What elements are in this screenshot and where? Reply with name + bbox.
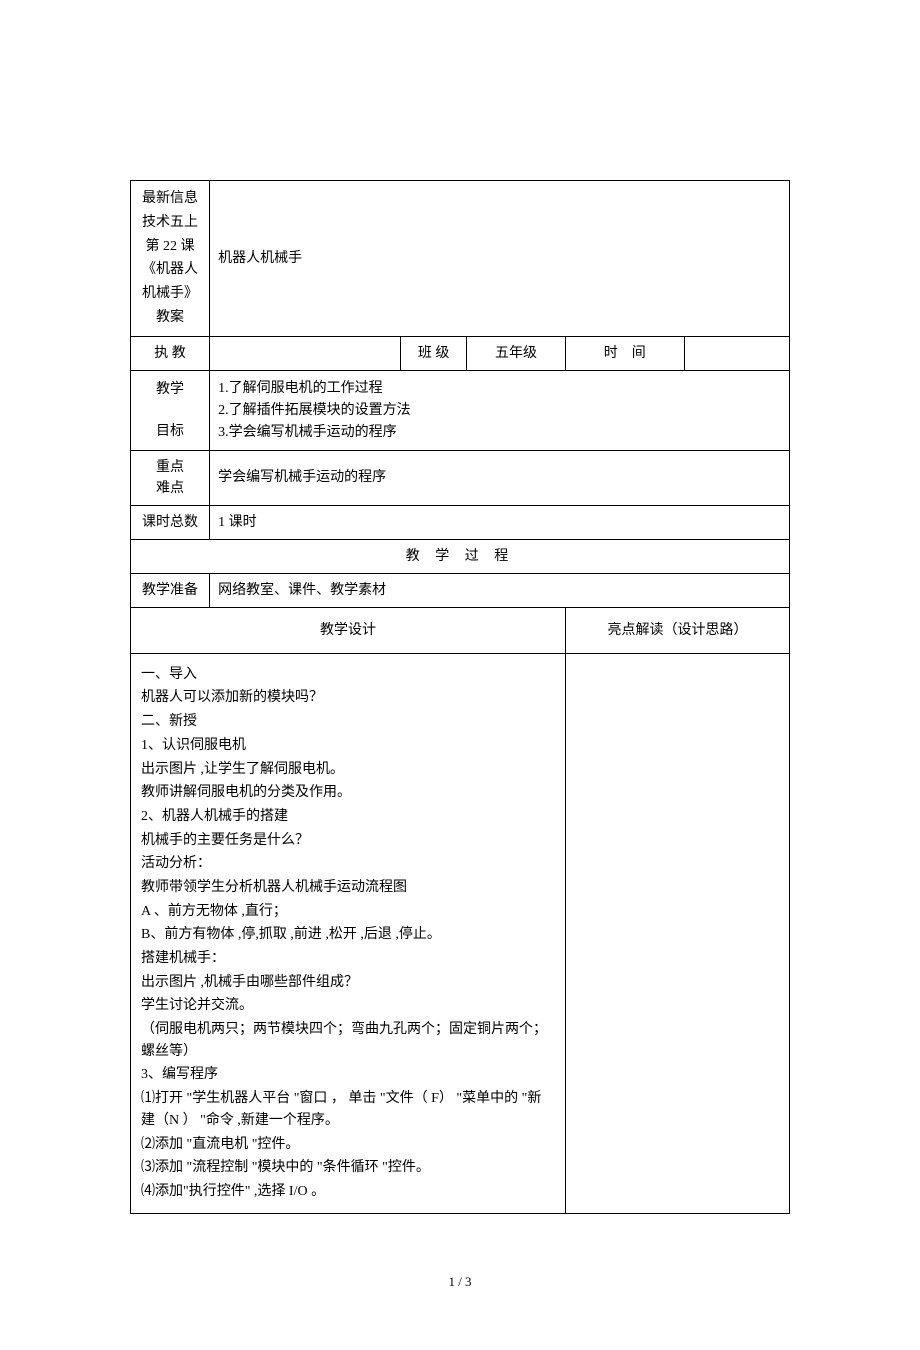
content-line: B、前方有物体 ,停,抓取 ,前进 ,松开 ,后退 ,停止。 — [141, 924, 555, 946]
prep-value: 网络教室、课件、教学素材 — [210, 573, 790, 607]
time-label: 时 间 — [565, 336, 684, 370]
key-row: 重点难点 学会编写机械手运动的程序 — [131, 450, 790, 505]
info-row: 执 教 班 级 五年级 时 间 — [131, 336, 790, 370]
content-line: 学生讨论并交流。 — [141, 995, 555, 1017]
content-line: 出示图片 ,机械手由哪些部件组成？ — [141, 972, 555, 994]
design-content: 一、导入 机器人可以添加新的模块吗？ 二、新授 1、认识伺服电机 出示图片 ,让… — [131, 653, 566, 1213]
page-number: 1 / 3 — [130, 1274, 790, 1290]
time-value — [684, 336, 789, 370]
hours-row: 课时总数 1 课时 — [131, 505, 790, 539]
lesson-plan-table: 最新信息技术五上第 22 课《机器人机械手》教案 机器人机械手 执 教 班 级 … — [130, 180, 790, 1214]
key-value: 学会编写机械手运动的程序 — [210, 450, 790, 505]
lesson-title: 机器人机械手 — [210, 181, 790, 337]
content-line: 机械手的主要任务是什么？ — [141, 830, 555, 852]
content-line: ⑴打开 "学生机器人平台 "窗口 ， 单击 "文件（ F） "菜单中的 "新建（… — [141, 1088, 555, 1131]
content-line: 搭建机械手： — [141, 948, 555, 970]
content-line: 一、导入 — [141, 664, 555, 686]
hours-label: 课时总数 — [131, 505, 210, 539]
content-line: 1、认识伺服电机 — [141, 735, 555, 757]
class-value: 五年级 — [467, 336, 566, 370]
goal-2: 2.了解插件拓展模块的设置方法 — [218, 400, 781, 421]
content-line: 3、编写程序 — [141, 1064, 555, 1086]
design-right-label: 亮点解读（设计思路） — [565, 607, 789, 653]
key-label: 重点难点 — [131, 450, 210, 505]
goals-row: 教学目标 1.了解伺服电机的工作过程 2.了解插件拓展模块的设置方法 3.学会编… — [131, 370, 790, 450]
content-line: ⑷添加"执行控件" ,选择 I/O 。 — [141, 1181, 555, 1203]
prep-row: 教学准备 网络教室、课件、教学素材 — [131, 573, 790, 607]
hours-value: 1 课时 — [210, 505, 790, 539]
content-line: 教师带领学生分析机器人机械手运动流程图 — [141, 877, 555, 899]
content-line: ⑵添加 "直流电机 "控件。 — [141, 1134, 555, 1156]
content-line: （伺服电机两只；两节模块四个；弯曲九孔两个；固定铜片两个；螺丝等） — [141, 1019, 555, 1062]
content-line: ⑶添加 "流程控制 "模块中的 "条件循环 "控件。 — [141, 1157, 555, 1179]
content-line: 教师讲解伺服电机的分类及作用。 — [141, 782, 555, 804]
content-line: A 、前方无物体 ,直行； — [141, 901, 555, 923]
content-line: 机器人可以添加新的模块吗？ — [141, 687, 555, 709]
content-line: 活动分析： — [141, 853, 555, 875]
design-header-row: 教学设计 亮点解读（设计思路） — [131, 607, 790, 653]
content-row: 一、导入 机器人可以添加新的模块吗？ 二、新授 1、认识伺服电机 出示图片 ,让… — [131, 653, 790, 1213]
goal-1: 1.了解伺服电机的工作过程 — [218, 378, 781, 399]
process-header: 教 学 过 程 — [131, 539, 790, 573]
teacher-label: 执 教 — [131, 336, 210, 370]
prep-label: 教学准备 — [131, 573, 210, 607]
goals-content: 1.了解伺服电机的工作过程 2.了解插件拓展模块的设置方法 3.学会编写机械手运… — [210, 370, 790, 450]
doc-title-label: 最新信息技术五上第 22 课《机器人机械手》教案 — [131, 181, 210, 337]
class-label: 班 级 — [401, 336, 467, 370]
content-line: 出示图片 ,让学生了解伺服电机。 — [141, 759, 555, 781]
design-left-label: 教学设计 — [131, 607, 566, 653]
content-line: 2、机器人机械手的搭建 — [141, 806, 555, 828]
goal-3: 3.学会编写机械手运动的程序 — [218, 422, 781, 443]
teacher-value — [210, 336, 401, 370]
title-row: 最新信息技术五上第 22 课《机器人机械手》教案 机器人机械手 — [131, 181, 790, 337]
content-line: 二、新授 — [141, 711, 555, 733]
process-header-row: 教 学 过 程 — [131, 539, 790, 573]
highlight-content — [565, 653, 789, 1213]
goals-label: 教学目标 — [131, 370, 210, 450]
